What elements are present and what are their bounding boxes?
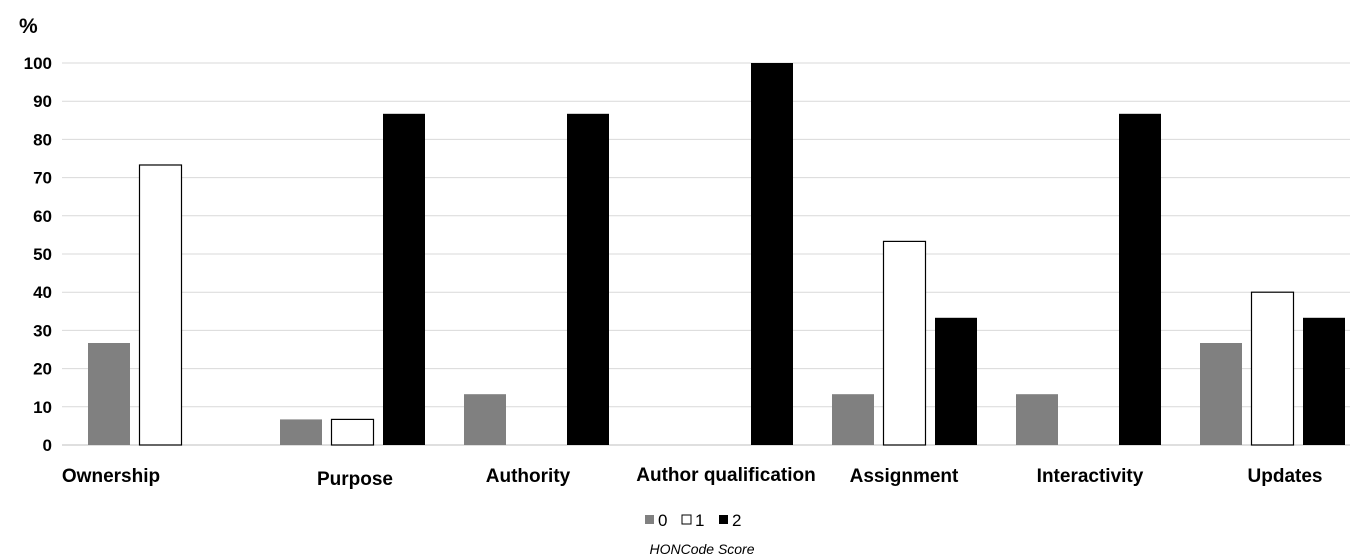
bar-updates-score-1	[1250, 291, 1295, 446]
legend-label-1: 1	[695, 511, 704, 530]
bar-assignment-score-2	[935, 317, 977, 445]
y-tick-label: 40	[33, 283, 52, 302]
gridlines	[62, 62, 1350, 446]
bar-author-qualification-score-2	[751, 63, 793, 445]
y-tick-label: 70	[33, 169, 52, 188]
bar-updates-score-2	[1303, 317, 1345, 445]
bar-ownership-score-0	[88, 343, 130, 445]
y-tick-label: 0	[43, 436, 52, 455]
y-tick-label: 90	[33, 92, 52, 111]
bar-purpose-score-2	[383, 113, 425, 445]
y-tick-label: 100	[24, 54, 52, 73]
y-tick-label: 20	[33, 360, 52, 379]
bar-ownership-score-1	[138, 164, 183, 446]
bar-purpose-score-0	[280, 419, 322, 445]
category-label: Interactivity	[1037, 466, 1144, 487]
bar-updates-score-0	[1200, 343, 1242, 445]
y-tick-label: 80	[33, 130, 52, 149]
category-label: Assignment	[850, 466, 959, 487]
x-axis-title: HONCode Score	[649, 541, 754, 556]
bar-assignment-score-0	[832, 394, 874, 445]
legend-label-2: 2	[732, 511, 741, 530]
legend-swatch-1	[681, 514, 692, 525]
legend: 0 1 2	[645, 511, 741, 530]
bar-interactivity-score-0	[1016, 394, 1058, 445]
category-label: Updates	[1248, 466, 1323, 487]
category-label: Author qualification	[636, 465, 815, 486]
legend-label-0: 0	[658, 511, 667, 530]
bar-authority-score-0	[464, 394, 506, 445]
bar-purpose-score-1	[330, 418, 375, 446]
bars	[88, 63, 1345, 446]
bar-assignment-score-1	[882, 240, 927, 446]
category-label: Authority	[486, 466, 571, 487]
y-axis-ticks: 0 10 20 30 40 50 60 70 80 90 100	[24, 54, 52, 455]
bar-interactivity-score-2	[1119, 113, 1161, 445]
y-tick-label: 10	[33, 398, 52, 417]
y-tick-label: 30	[33, 321, 52, 340]
category-label: Ownership	[62, 466, 160, 487]
y-tick-label: 50	[33, 245, 52, 264]
bar-authority-score-2	[567, 113, 609, 445]
legend-swatch-0	[645, 515, 654, 524]
y-axis-label: %	[19, 15, 38, 38]
category-labels: Ownership Purpose Authority Author qualific…	[62, 465, 1323, 490]
y-tick-label: 60	[33, 207, 52, 226]
category-label: Purpose	[317, 469, 393, 490]
legend-swatch-2	[719, 515, 728, 524]
